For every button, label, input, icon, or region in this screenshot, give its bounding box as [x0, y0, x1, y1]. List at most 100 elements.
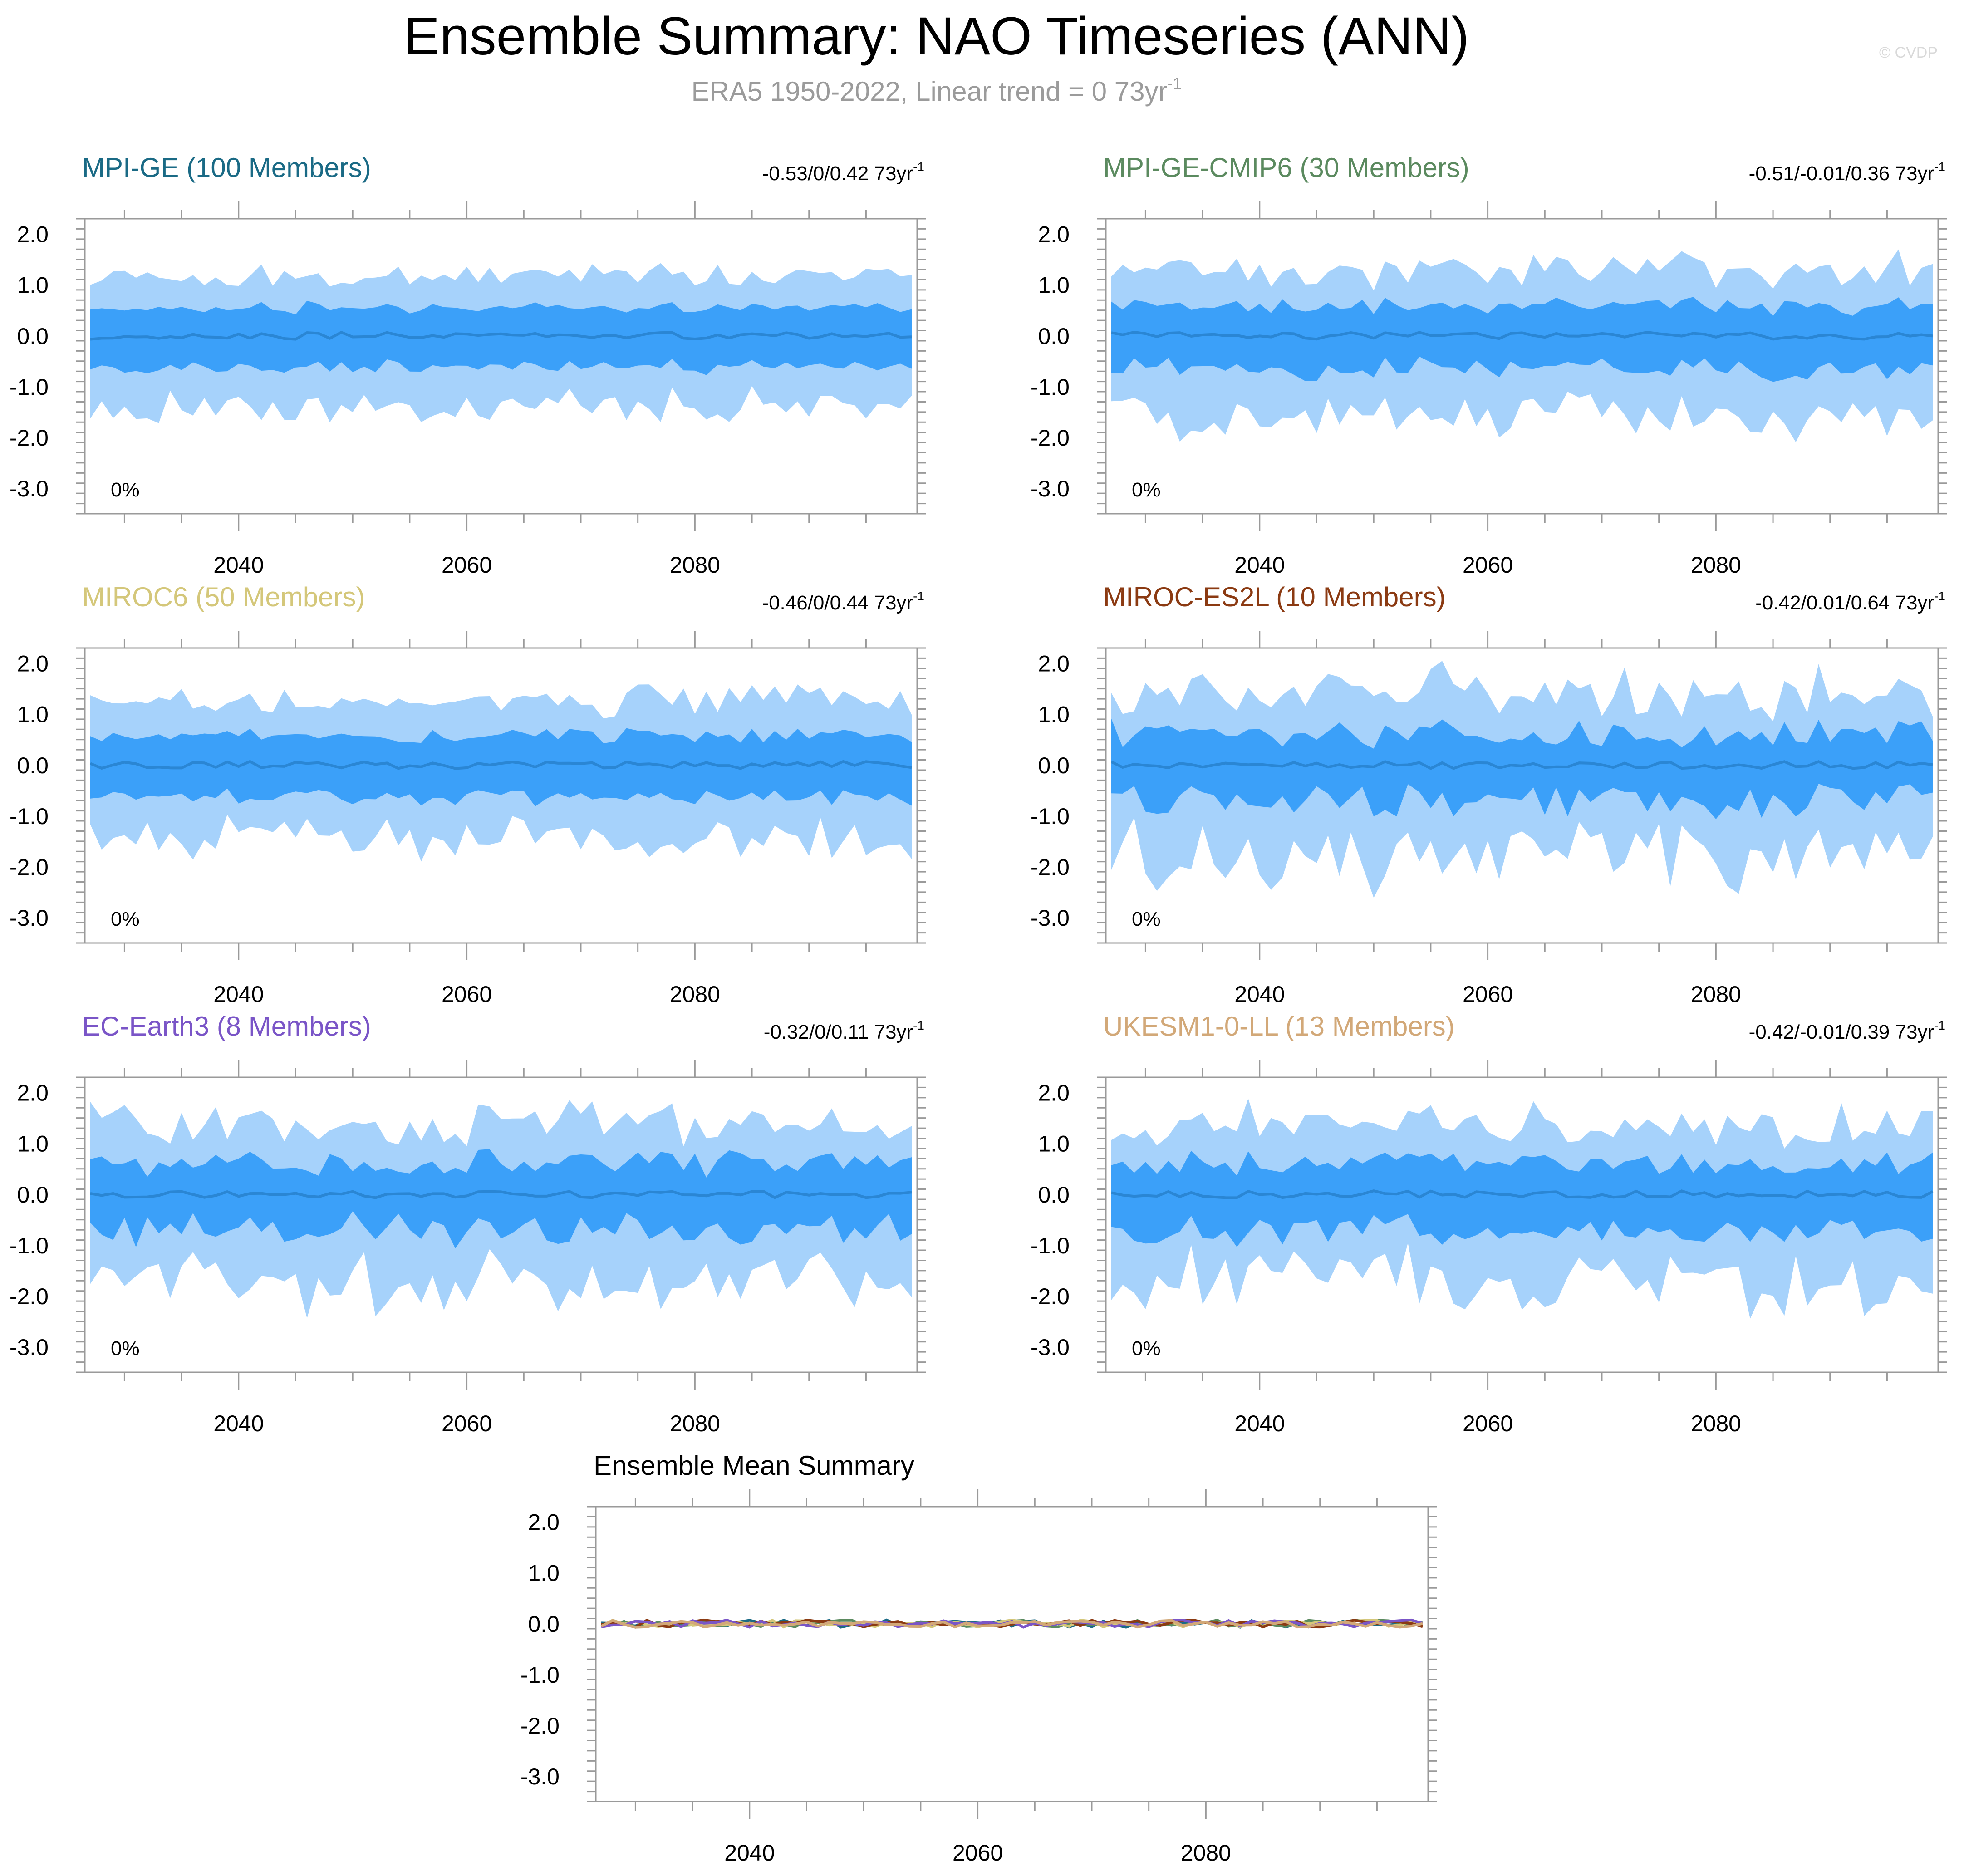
inner-spread-band [1111, 718, 1933, 819]
plot-frame [1105, 218, 1939, 515]
chart-panel: 2.0 1.0 0.0 -1.0 -2.0 -3.0 2040 2060 2080 UKESM1-… [1031, 1011, 1947, 1436]
trend-label: -0.46/0/0.44 73yr-1 [762, 589, 924, 614]
y-tick-label: -3.0 [1031, 905, 1070, 931]
percent-label: 0% [1132, 908, 1161, 930]
x-tick-label: 2040 [213, 552, 264, 578]
y-tick-label: 0.0 [1038, 753, 1070, 778]
ensemble-mean-line [1111, 330, 1933, 341]
x-tick-label: 2040 [1234, 552, 1285, 578]
inner-spread-band [90, 728, 912, 806]
trend-label-sup: -1 [913, 160, 924, 174]
chart-panel: 2.0 1.0 0.0 -1.0 -2.0 -3.0 2040 2060 2080 MPI-GE … [10, 152, 926, 578]
y-tick-label: 1.0 [1038, 1131, 1070, 1157]
y-tick-label: -3.0 [520, 1764, 560, 1789]
x-tick-label: 2060 [1463, 1411, 1513, 1436]
percent-label: 0% [1132, 479, 1161, 501]
percent-label: 0% [111, 908, 140, 930]
x-tick-label: 2080 [1691, 1411, 1741, 1436]
y-tick-label: 0.0 [17, 324, 49, 349]
y-tick-label: 2.0 [17, 651, 49, 677]
trend-label-sup: -1 [1934, 160, 1945, 174]
ensemble-mean-line [90, 1190, 912, 1199]
y-tick-label: -1.0 [1031, 804, 1070, 829]
x-tick-label: 2080 [1181, 1840, 1231, 1866]
x-tick-label: 2080 [1691, 982, 1741, 1007]
trend-label: -0.53/0/0.42 73yr-1 [762, 160, 924, 185]
trend-label: -0.51/-0.01/0.36 73yr-1 [1749, 160, 1945, 185]
trend-label-text: -0.32/0/0.11 73yr [764, 1021, 913, 1043]
inner-spread-band [1111, 297, 1933, 382]
trend-label-text: -0.51/-0.01/0.36 73yr [1749, 162, 1934, 185]
trend-label-sup: -1 [913, 589, 924, 603]
x-tick-label: 2040 [213, 1411, 264, 1436]
plot-frame [1105, 647, 1939, 944]
panel-title: MIROC6 (50 Members) [82, 582, 365, 612]
y-tick-label: 1.0 [17, 273, 49, 298]
ensemble-mean-line [89, 760, 912, 770]
y-tick-label: 1.0 [1038, 273, 1070, 298]
y-tick-label: 0.0 [17, 1182, 49, 1208]
panel-title: UKESM1-0-LL (13 Members) [1103, 1011, 1455, 1041]
y-tick-label: -3.0 [10, 905, 49, 931]
y-tick-label: 0.0 [528, 1611, 560, 1637]
chart-panel: 2.0 1.0 0.0 -1.0 -2.0 -3.0 2040 2060 2080 EC-Eart… [10, 1011, 926, 1436]
trend-label-text: -0.53/0/0.42 73yr [762, 162, 913, 185]
figure-subtitle-text: ERA5 1950-2022, Linear trend = 0 73yr [691, 76, 1167, 107]
inner-spread-band [1111, 1150, 1933, 1247]
y-tick-label: -2.0 [520, 1713, 560, 1738]
plot-frame [595, 1506, 1429, 1802]
panels-group: 2.0 1.0 0.0 -1.0 -2.0 -3.0 2040 2060 2080 MPI-GE … [10, 152, 1947, 1866]
x-tick-label: 2060 [442, 982, 492, 1007]
y-tick-label: 1.0 [528, 1561, 560, 1586]
x-tick-label: 2080 [670, 1411, 720, 1436]
trend-label-sup: -1 [1934, 1018, 1945, 1032]
chart-panel: 2.0 1.0 0.0 -1.0 -2.0 -3.0 2040 2060 2080 Ensembl… [520, 1450, 1437, 1866]
y-tick-label: 0.0 [17, 753, 49, 778]
y-tick-label: -1.0 [10, 374, 49, 400]
y-tick-label: -1.0 [520, 1662, 560, 1688]
figure-subtitle-sup: -1 [1168, 74, 1182, 93]
x-tick-label: 2080 [1691, 552, 1741, 578]
panel-title: MPI-GE (100 Members) [82, 152, 371, 183]
y-tick-label: -2.0 [10, 425, 49, 451]
chart-panel: 2.0 1.0 0.0 -1.0 -2.0 -3.0 2040 2060 2080 MPI-GE-… [1031, 152, 1947, 578]
x-tick-label: 2080 [670, 982, 720, 1007]
y-tick-label: -3.0 [1031, 1335, 1070, 1360]
y-tick-label: -1.0 [10, 1233, 49, 1258]
y-tick-label: 2.0 [1038, 1080, 1070, 1106]
y-tick-label: -1.0 [1031, 1233, 1070, 1258]
chart-panel: 2.0 1.0 0.0 -1.0 -2.0 -3.0 2040 2060 2080 MIROC6 … [10, 582, 926, 1007]
trend-label: -0.42/-0.01/0.39 73yr-1 [1749, 1018, 1945, 1043]
x-tick-label: 2040 [724, 1840, 775, 1866]
trend-label-sup: -1 [913, 1018, 924, 1032]
y-tick-label: 2.0 [1038, 222, 1070, 247]
y-tick-label: -2.0 [1031, 1284, 1070, 1309]
y-tick-label: -3.0 [10, 476, 49, 501]
chart-panel: 2.0 1.0 0.0 -1.0 -2.0 -3.0 2040 2060 2080 MIROC-E… [1031, 582, 1947, 1007]
inner-spread-band [90, 300, 912, 375]
y-tick-label: -2.0 [10, 855, 49, 880]
x-tick-label: 2060 [1463, 982, 1513, 1007]
panel-title: MPI-GE-CMIP6 (30 Members) [1103, 152, 1469, 183]
ensemble-mean-line [90, 330, 912, 341]
y-tick-label: 2.0 [17, 1080, 49, 1106]
x-tick-label: 2060 [1463, 552, 1513, 578]
panel-title: EC-Earth3 (8 Members) [82, 1011, 371, 1041]
y-tick-label: 2.0 [528, 1510, 560, 1535]
plot-frame [84, 1076, 918, 1373]
trend-label: -0.32/0/0.11 73yr-1 [764, 1018, 924, 1043]
x-tick-label: 2060 [953, 1840, 1003, 1866]
y-tick-label: 2.0 [17, 222, 49, 247]
y-tick-label: 1.0 [17, 702, 49, 727]
x-tick-label: 2060 [442, 1411, 492, 1436]
y-tick-label: 1.0 [17, 1131, 49, 1157]
panel-title: MIROC-ES2L (10 Members) [1103, 582, 1446, 612]
x-tick-label: 2040 [1234, 982, 1285, 1007]
plot-background [596, 1507, 1428, 1802]
trend-label: -0.42/0.01/0.64 73yr-1 [1755, 589, 1945, 614]
y-tick-label: 0.0 [1038, 1182, 1070, 1208]
inner-spread-band [90, 1149, 912, 1249]
plot-frame [84, 647, 918, 944]
percent-label: 0% [111, 479, 140, 501]
